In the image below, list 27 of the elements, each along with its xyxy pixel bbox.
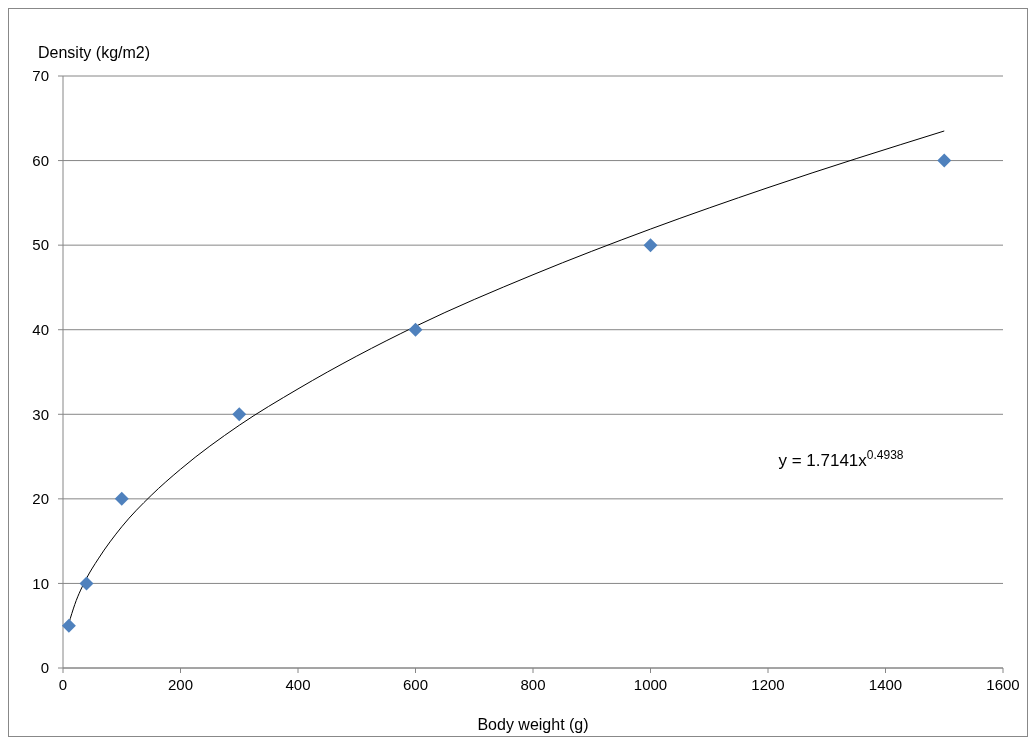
y-tick-label: 40 (32, 320, 49, 338)
y-tick-label: 30 (32, 405, 49, 423)
point (61, 618, 76, 633)
point (79, 576, 94, 591)
point (114, 491, 129, 506)
y-tick-label: 50 (32, 236, 49, 254)
point (643, 238, 658, 253)
x-tick-label: 1600 (986, 676, 1020, 693)
y-tick-label: 20 (32, 490, 49, 508)
point (408, 322, 423, 337)
x-tick-label: 600 (402, 676, 429, 693)
y-tick-label: 0 (40, 659, 49, 677)
x-tick-label: 200 (167, 676, 194, 693)
x-tick-label: 1400 (868, 676, 903, 693)
y-tick-label: 60 (32, 151, 49, 169)
point (937, 153, 952, 168)
y-tick-label: 10 (32, 574, 49, 592)
y-axis-title: Density (kg/m2) (38, 44, 151, 61)
x-tick-label: 400 (285, 676, 311, 693)
x-tick-label: 0 (58, 676, 68, 693)
annotation: y = 1.7141x$^{0.4938}$ (778, 448, 904, 470)
point (232, 407, 247, 422)
x-tick-label: 1000 (633, 676, 668, 693)
x-axis-title: Body weight (g) (477, 716, 589, 733)
y-tick-label: 70 (32, 67, 49, 85)
x-tick-label: 1200 (751, 676, 785, 693)
x-tick-label: 800 (520, 676, 546, 693)
